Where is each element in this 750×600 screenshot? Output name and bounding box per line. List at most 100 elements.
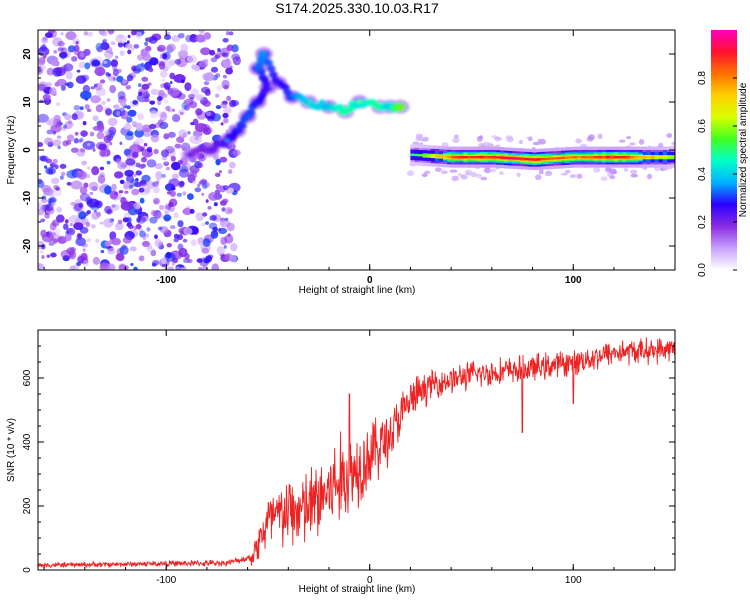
band-scatter (671, 141, 675, 146)
ridge-segment (241, 114, 251, 122)
noise-blob (103, 218, 114, 228)
colorbar-tick-label: 0.6 (697, 119, 708, 133)
noise-blob (48, 241, 55, 246)
noise-blob (50, 194, 55, 198)
band-scatter (597, 133, 603, 140)
noise-blob (189, 165, 200, 174)
band-cell (601, 156, 607, 159)
noise-blob (84, 62, 91, 70)
band-cell (471, 156, 476, 159)
noise-blob (135, 162, 141, 168)
noise-blob (162, 263, 165, 268)
noise-blob (222, 52, 229, 58)
noise-blob (223, 185, 229, 191)
noise-blob (40, 218, 46, 223)
noise-blob (80, 130, 88, 137)
noise-blob (90, 95, 101, 104)
x-tick-label: 0 (367, 575, 373, 586)
band-cell (548, 157, 554, 160)
noise-blob (110, 41, 116, 46)
band-scatter (407, 170, 414, 177)
noise-blob (140, 50, 150, 58)
noise-blob (231, 100, 239, 107)
noise-blob (188, 93, 195, 100)
noise-blob (135, 31, 143, 39)
noise-blob (197, 162, 204, 169)
noise-blob (201, 247, 210, 254)
noise-blob (79, 148, 86, 153)
noise-blob (38, 142, 44, 147)
y-tick-label: 400 (22, 433, 33, 450)
noise-blob (176, 93, 186, 100)
noise-blob (44, 165, 48, 169)
noise-blob (77, 233, 82, 239)
noise-blob (117, 219, 123, 225)
noise-blob (180, 43, 189, 52)
noise-blob (167, 109, 171, 113)
band-cell (569, 156, 574, 159)
noise-blob (168, 202, 174, 207)
x-tick-label: 100 (565, 575, 582, 586)
noise-blob (94, 66, 106, 77)
noise-blob (83, 31, 89, 36)
band-cell (463, 156, 468, 159)
noise-blob (136, 217, 141, 223)
y-tick-label: -10 (22, 190, 33, 205)
noise-blob (148, 36, 158, 44)
noise-blob (199, 60, 209, 68)
noise-blob (144, 187, 151, 194)
noise-blob (107, 30, 115, 35)
noise-blob (198, 30, 205, 34)
noise-blob (79, 51, 85, 58)
band-scatter (600, 176, 608, 181)
noise-blob (120, 101, 127, 107)
noise-blob (229, 255, 237, 263)
noise-blob (54, 81, 59, 87)
noise-blob (104, 50, 114, 59)
noise-blob (210, 230, 219, 239)
noise-blob (156, 96, 163, 102)
noise-blob (40, 64, 47, 71)
noise-blob (187, 258, 193, 264)
band-scatter (464, 169, 473, 176)
noise-blob (115, 34, 127, 44)
heatmap-ridge (181, 47, 410, 162)
noise-blob (89, 131, 95, 137)
noise-blob (42, 93, 51, 101)
noise-blob (137, 113, 144, 120)
noise-blob (183, 227, 193, 235)
band-cell (658, 156, 664, 159)
noise-blob (117, 91, 126, 100)
band-scatter (483, 167, 492, 174)
noise-blob (192, 180, 197, 184)
noise-blob (61, 171, 66, 176)
noise-blob (178, 181, 185, 188)
noise-blob (220, 122, 224, 126)
noise-blob (124, 190, 129, 194)
band-cell (573, 156, 578, 159)
noise-blob (126, 217, 132, 224)
noise-blob (177, 109, 186, 116)
band-cell (455, 156, 460, 159)
noise-blob (52, 188, 62, 197)
noise-blob (168, 178, 180, 188)
noise-blob (52, 139, 62, 147)
snr-series-line (38, 337, 675, 569)
noise-blob (87, 31, 94, 37)
band-scatter (569, 174, 577, 179)
noise-blob (45, 167, 56, 175)
noise-blob (75, 41, 79, 45)
noise-blob (41, 244, 46, 250)
noise-blob (60, 32, 64, 36)
colorbar-ticks: 0.0 0.2 0.4 0.6 0.8 (697, 71, 737, 277)
noise-blob (197, 237, 205, 244)
noise-blob (157, 47, 164, 52)
noise-blob (186, 54, 198, 64)
noise-blob (129, 246, 137, 252)
colorbar-label: Normalized spectral amplitude (738, 82, 749, 217)
noise-blob (42, 187, 54, 196)
noise-blob (194, 136, 199, 141)
noise-blob (215, 158, 221, 166)
band-cell (434, 155, 440, 158)
